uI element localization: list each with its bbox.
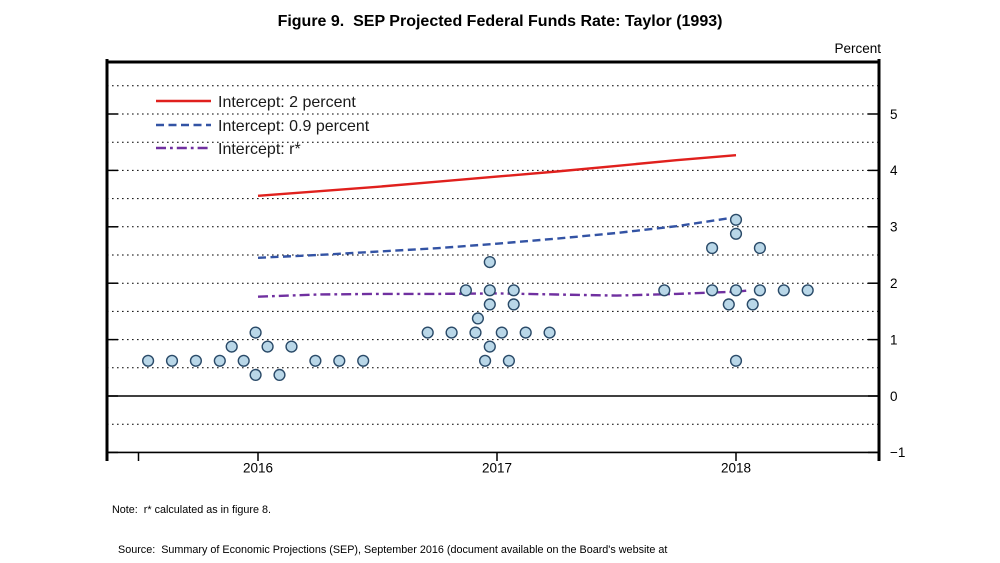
sep-dot <box>495 326 508 339</box>
sep-dot <box>753 284 767 297</box>
sep-dot <box>249 326 262 339</box>
y-tick-label: 4 <box>890 163 898 178</box>
sep-dot <box>189 354 203 367</box>
axis-labels-group: 5 4 3 2 1 0 −1 2016 2017 2018 <box>243 107 905 476</box>
legend-label-intercept-2pct: Intercept: 2 percent <box>218 94 356 111</box>
gridlines-group <box>107 85 879 425</box>
sep-dot <box>357 354 370 367</box>
sep-dot <box>309 354 322 367</box>
sep-dot <box>237 354 250 367</box>
series-line-intercept-rstar <box>257 289 749 298</box>
series-lines-group <box>257 154 749 298</box>
x-tick-label: 2017 <box>482 460 512 475</box>
sep-dot <box>225 340 238 353</box>
sep-dot <box>729 354 743 367</box>
sep-dot <box>471 312 485 325</box>
sep-dot <box>753 241 767 255</box>
sep-dot <box>479 354 492 367</box>
y-axis-unit-label: Percent <box>834 41 881 56</box>
y-tick-label: −1 <box>890 445 905 460</box>
sep-dot <box>777 284 790 297</box>
sep-dot <box>507 298 520 311</box>
note-line: Note: r* calculated as in figure 8. <box>112 503 272 516</box>
legend-label-intercept-0-9pct: Intercept: 0.9 percent <box>218 118 370 135</box>
sep-dot <box>729 227 743 240</box>
sep-dot <box>801 284 814 297</box>
plot-frame-group <box>105 59 881 461</box>
sep-dot <box>729 284 743 297</box>
y-tick-label: 3 <box>890 220 898 235</box>
sep-dot <box>273 368 286 382</box>
sep-dot <box>165 354 179 367</box>
sep-dot <box>483 284 496 297</box>
sep-dot <box>142 354 155 367</box>
sep-dots-group <box>142 213 814 382</box>
x-tick-label: 2016 <box>243 460 273 475</box>
sep-dot <box>746 298 759 311</box>
sep-dot <box>213 354 226 367</box>
sep-dot <box>421 326 434 339</box>
sep-dot <box>469 326 482 339</box>
source-line-1: Source: Summary of Economic Projections … <box>112 544 668 557</box>
y-tick-label: 5 <box>890 107 898 122</box>
sep-dot <box>459 284 473 297</box>
sep-dot <box>729 213 743 226</box>
figure-notes: Note: r* calculated as in figure 8. Sour… <box>112 477 859 563</box>
sep-dot <box>261 340 274 353</box>
sep-dot <box>519 326 532 339</box>
sep-dot <box>658 284 671 297</box>
y-tick-label: 2 <box>890 276 898 291</box>
sep-dot <box>249 368 262 382</box>
legend-label-intercept-rstar: Intercept: r* <box>218 141 301 158</box>
x-tick-label: 2018 <box>721 460 751 475</box>
series-line-intercept-2pct <box>257 154 737 197</box>
sep-dot <box>502 354 516 367</box>
sep-dot <box>705 241 719 255</box>
sep-dot <box>543 326 556 339</box>
sep-dot <box>285 340 298 353</box>
sep-dot <box>445 326 458 339</box>
sep-dot <box>722 298 735 311</box>
sep-dot <box>507 284 520 297</box>
sep-dot <box>483 298 496 311</box>
axis-ticks-group <box>107 113 879 461</box>
sep-dot <box>333 354 346 367</box>
legend: Intercept: 2 percent Intercept: 0.9 perc… <box>156 94 370 158</box>
sep-dot <box>483 340 496 353</box>
sep-dot <box>705 284 719 297</box>
y-tick-label: 1 <box>890 332 898 347</box>
sep-dot <box>483 256 496 269</box>
figure-title: Figure 9. SEP Projected Federal Funds Ra… <box>277 13 723 30</box>
y-tick-label: 0 <box>890 389 898 404</box>
series-line-intercept-0-9pct <box>257 216 737 259</box>
